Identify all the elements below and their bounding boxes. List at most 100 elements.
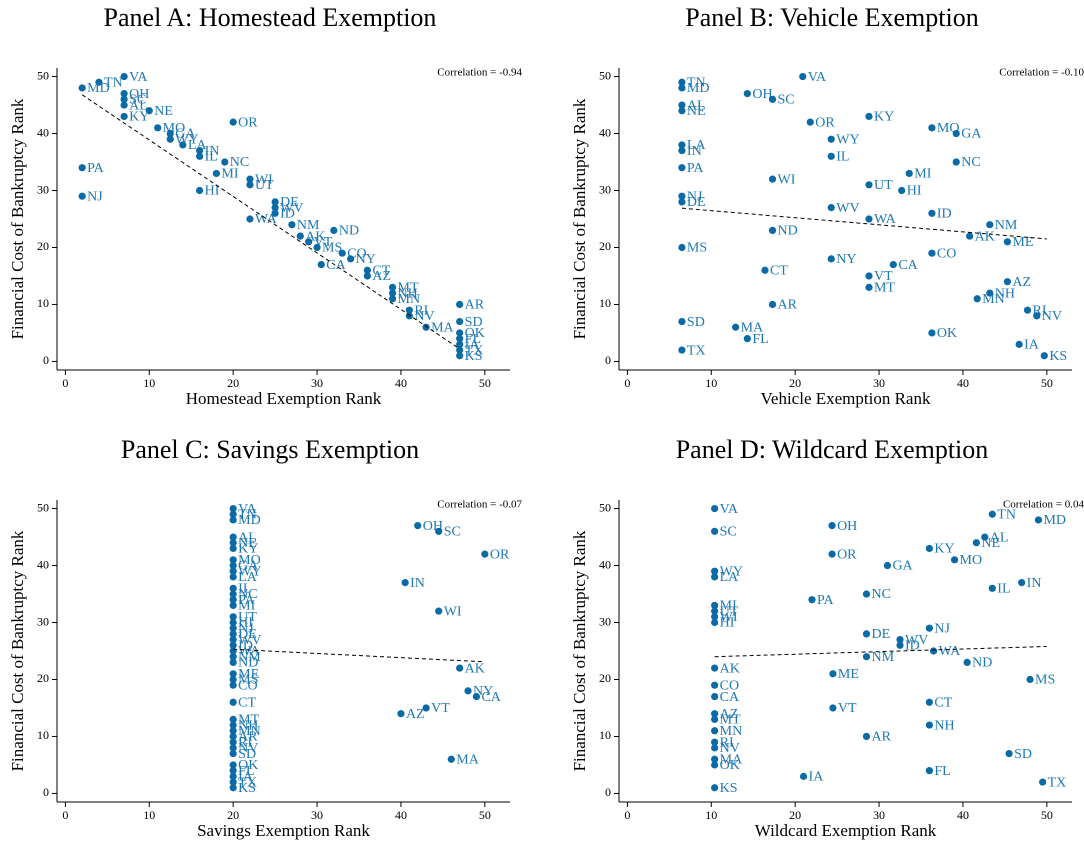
point-label: SD [238, 747, 256, 762]
point-label: MD [687, 81, 710, 96]
point [972, 539, 980, 547]
point-label: TX [1048, 775, 1067, 790]
point [305, 238, 313, 246]
point [928, 249, 936, 257]
point-label: OR [815, 115, 835, 130]
point [456, 300, 464, 309]
point-label: SC [129, 93, 146, 108]
point [678, 107, 686, 115]
point [388, 295, 397, 303]
point-label: WV [836, 201, 859, 216]
panel: Panel D: Wildcard Exemption 0 10 20 30 40 50 0 1… [570, 435, 1084, 840]
point [405, 306, 413, 314]
point-label: HI [238, 616, 253, 631]
point-label: KY [934, 542, 954, 557]
point [313, 243, 321, 252]
point-label: NC [871, 587, 890, 602]
point-label: IL [836, 150, 849, 165]
point [981, 533, 989, 541]
point-label: AZ [372, 269, 391, 284]
point-label: OH [837, 519, 857, 534]
point [472, 692, 481, 701]
point [862, 732, 871, 741]
point [883, 561, 892, 570]
x-tick-label: 10 [143, 808, 155, 822]
point-label: FL [934, 764, 950, 779]
point [973, 295, 981, 303]
point [271, 209, 279, 217]
point-label: TN [687, 75, 706, 90]
point [711, 755, 719, 763]
point-label: IL [997, 582, 1010, 597]
point [743, 90, 751, 98]
y-tick-label: 40 [599, 125, 611, 139]
point [229, 641, 237, 649]
panel-title: Panel B: Vehicle Exemption [685, 3, 978, 32]
point [166, 129, 174, 138]
point-label: WY [836, 132, 859, 147]
point-label: AK [975, 229, 995, 244]
point-label: WV [280, 201, 303, 216]
point [229, 670, 237, 678]
point-label: IN [687, 144, 702, 159]
point [1015, 340, 1023, 348]
point-label: ID [280, 207, 295, 222]
y-tick-label: 0 [43, 353, 49, 367]
point-label: WY [720, 564, 743, 579]
point [229, 778, 237, 786]
x-tick-label: 0 [62, 376, 68, 390]
point [768, 175, 777, 183]
point-label: OR [837, 547, 857, 562]
point [678, 84, 686, 92]
point [711, 607, 719, 615]
point [678, 141, 686, 149]
point-label: MD [1043, 513, 1066, 528]
x-tick-label: 30 [311, 808, 323, 822]
y-tick-label: 30 [599, 182, 611, 196]
point [229, 561, 237, 570]
point-label: CO [238, 678, 257, 693]
point [799, 72, 807, 81]
point [229, 721, 237, 729]
x-tick-label: 0 [624, 376, 630, 390]
point [196, 152, 204, 160]
point [986, 221, 994, 229]
point [828, 550, 836, 558]
point [1039, 778, 1047, 786]
point-label: KY [238, 542, 258, 557]
point [179, 141, 187, 149]
point-label: TX [465, 343, 484, 358]
point [1026, 675, 1034, 684]
point [952, 129, 960, 138]
point-label: UT [874, 178, 893, 193]
point-label: IN [410, 576, 425, 591]
point-label: CO [937, 246, 956, 261]
point-label: ME [1012, 235, 1033, 250]
point [229, 584, 237, 592]
point [865, 272, 873, 280]
point-label: NM [297, 218, 320, 233]
point-label: ND [778, 224, 798, 239]
point-label: UT [720, 604, 739, 619]
point [229, 653, 237, 661]
point [928, 209, 936, 217]
point-label: DE [280, 195, 299, 210]
y-tick-label: 0 [605, 353, 611, 367]
point [422, 323, 430, 331]
point-label: MI [914, 167, 931, 182]
point-label: RI [414, 303, 428, 318]
point [711, 664, 719, 672]
point [229, 601, 237, 610]
x-tick-label: 40 [395, 808, 407, 822]
point-label: IA [238, 770, 254, 785]
point [166, 135, 174, 143]
point-label: MS [687, 241, 707, 256]
point [229, 772, 237, 780]
y-tick-label: 30 [599, 614, 611, 628]
point [828, 522, 836, 530]
point [925, 721, 933, 729]
point-label: MN [982, 292, 1005, 307]
point-label: MT [238, 713, 259, 728]
point [711, 573, 719, 581]
point-label: GA [892, 559, 913, 574]
